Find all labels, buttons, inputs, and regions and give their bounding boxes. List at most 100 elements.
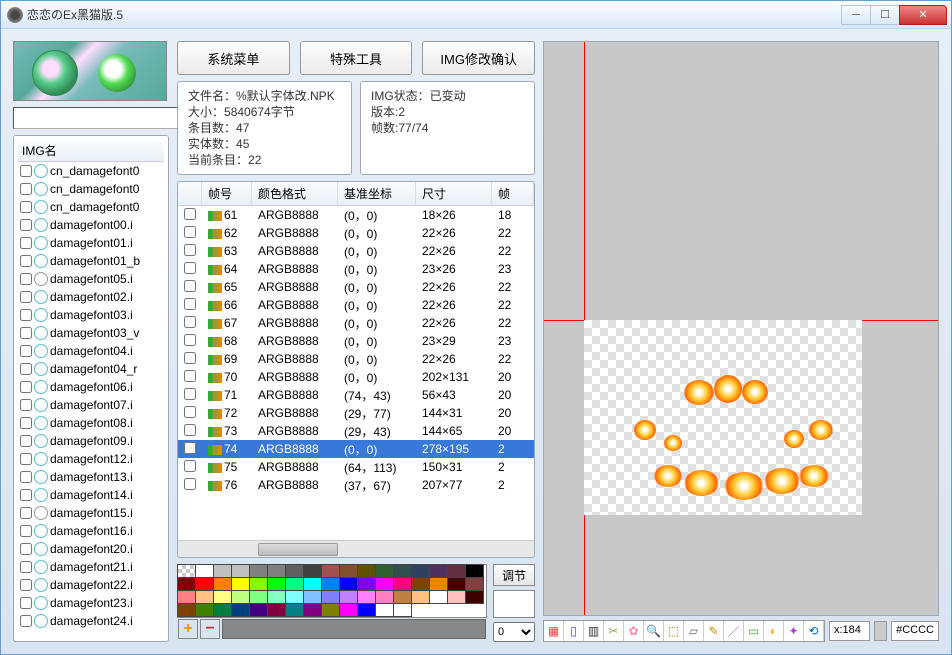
palette-color[interactable] <box>231 577 250 591</box>
palette-color[interactable] <box>231 590 250 604</box>
palette-add-button[interactable]: + <box>178 619 198 639</box>
palette-color[interactable] <box>177 577 196 591</box>
tool-button[interactable]: ▯ <box>564 621 584 641</box>
img-confirm-button[interactable]: IMG修改确认 <box>422 41 535 75</box>
list-item[interactable]: damagefont16.i <box>18 522 164 540</box>
tool-button[interactable]: 🔍 <box>644 621 664 641</box>
palette-color[interactable] <box>285 564 304 578</box>
item-checkbox[interactable] <box>20 201 32 213</box>
table-row[interactable]: 61ARGB8888(0，0)18×2618 <box>178 206 534 224</box>
item-checkbox[interactable] <box>20 561 32 573</box>
tool-button[interactable]: ▱ <box>684 621 704 641</box>
palette-color[interactable] <box>213 577 232 591</box>
palette-color[interactable] <box>339 564 358 578</box>
list-item[interactable]: damagefont02.i <box>18 288 164 306</box>
palette-color[interactable] <box>213 603 232 617</box>
palette-color[interactable] <box>195 603 214 617</box>
palette-color[interactable] <box>303 564 322 578</box>
list-item[interactable]: cn_damagefont0 <box>18 162 164 180</box>
palette-color[interactable] <box>321 603 340 617</box>
palette-color[interactable] <box>393 590 412 604</box>
img-list[interactable]: cn_damagefont0cn_damagefont0cn_damagefon… <box>18 162 164 637</box>
palette-color[interactable] <box>339 590 358 604</box>
row-checkbox[interactable] <box>184 406 196 418</box>
table-row[interactable]: 76ARGB8888(37，67)207×772 <box>178 476 534 494</box>
row-checkbox[interactable] <box>184 478 196 490</box>
table-row[interactable]: 62ARGB8888(0，0)22×2622 <box>178 224 534 242</box>
system-menu-button[interactable]: 系统菜单 <box>177 41 290 75</box>
palette-color[interactable] <box>375 590 394 604</box>
palette-color[interactable] <box>339 577 358 591</box>
frame-table-body[interactable]: 61ARGB8888(0，0)18×261862ARGB8888(0，0)22×… <box>178 206 534 540</box>
table-row[interactable]: 64ARGB8888(0，0)23×2623 <box>178 260 534 278</box>
item-checkbox[interactable] <box>20 399 32 411</box>
item-checkbox[interactable] <box>20 453 32 465</box>
row-checkbox[interactable] <box>184 442 196 454</box>
tool-button[interactable]: ✂ <box>604 621 624 641</box>
item-checkbox[interactable] <box>20 237 32 249</box>
list-item[interactable]: damagefont01_b <box>18 252 164 270</box>
list-item[interactable]: damagefont04.i <box>18 342 164 360</box>
tool-button[interactable]: ✎ <box>704 621 724 641</box>
item-checkbox[interactable] <box>20 291 32 303</box>
palette-color[interactable] <box>285 577 304 591</box>
item-checkbox[interactable] <box>20 417 32 429</box>
list-item[interactable]: damagefont24.i <box>18 612 164 630</box>
palette-color[interactable] <box>357 577 376 591</box>
table-row[interactable]: 67ARGB8888(0，0)22×2622 <box>178 314 534 332</box>
list-item[interactable]: damagefont04_r <box>18 360 164 378</box>
palette-color[interactable] <box>321 564 340 578</box>
list-item[interactable]: damagefont08.i <box>18 414 164 432</box>
row-checkbox[interactable] <box>184 298 196 310</box>
frame-hscroll[interactable] <box>178 540 534 557</box>
palette-color[interactable] <box>213 564 232 578</box>
row-checkbox[interactable] <box>184 460 196 472</box>
table-row[interactable]: 63ARGB8888(0，0)22×2622 <box>178 242 534 260</box>
list-item[interactable]: damagefont09.i <box>18 432 164 450</box>
palette-color[interactable] <box>447 590 466 604</box>
tool-button[interactable]: ▥ <box>584 621 604 641</box>
palette-color[interactable] <box>195 577 214 591</box>
palette-color[interactable] <box>249 590 268 604</box>
list-item[interactable]: damagefont03_v <box>18 324 164 342</box>
item-checkbox[interactable] <box>20 327 32 339</box>
palette-remove-button[interactable]: − <box>200 619 220 639</box>
palette-color[interactable] <box>321 590 340 604</box>
item-checkbox[interactable] <box>20 597 32 609</box>
list-item[interactable]: damagefont07.i <box>18 396 164 414</box>
table-row[interactable]: 74ARGB8888(0，0)278×1952 <box>178 440 534 458</box>
item-checkbox[interactable] <box>20 615 32 627</box>
row-checkbox[interactable] <box>184 280 196 292</box>
palette-color[interactable] <box>411 577 430 591</box>
list-item[interactable]: damagefont21.i <box>18 558 164 576</box>
palette-color[interactable] <box>339 603 358 617</box>
row-checkbox[interactable] <box>184 370 196 382</box>
item-checkbox[interactable] <box>20 435 32 447</box>
palette-color[interactable] <box>393 577 412 591</box>
list-item[interactable]: damagefont22.i <box>18 576 164 594</box>
palette-color[interactable] <box>393 603 412 617</box>
item-checkbox[interactable] <box>20 543 32 555</box>
list-item[interactable]: damagefont23.i <box>18 594 164 612</box>
list-item[interactable]: damagefont15.i <box>18 504 164 522</box>
frame-table-header[interactable]: 帧号 颜色格式 基准坐标 尺寸 帧 <box>178 182 534 206</box>
table-row[interactable]: 68ARGB8888(0，0)23×2923 <box>178 332 534 350</box>
row-checkbox[interactable] <box>184 424 196 436</box>
palette-color[interactable] <box>375 564 394 578</box>
palette-color[interactable] <box>447 577 466 591</box>
list-item[interactable]: damagefont14.i <box>18 486 164 504</box>
item-checkbox[interactable] <box>20 345 32 357</box>
tool-button[interactable]: ▦ <box>544 621 564 641</box>
item-checkbox[interactable] <box>20 183 32 195</box>
adjust-button[interactable]: 调节 <box>493 564 535 586</box>
item-checkbox[interactable] <box>20 165 32 177</box>
search-input[interactable] <box>13 107 178 129</box>
item-checkbox[interactable] <box>20 489 32 501</box>
palette-color[interactable] <box>195 590 214 604</box>
palette-color[interactable] <box>411 590 430 604</box>
palette-color[interactable] <box>267 564 286 578</box>
palette-color[interactable] <box>411 564 430 578</box>
list-item[interactable]: damagefont00.i <box>18 216 164 234</box>
list-item[interactable]: damagefont05.i <box>18 270 164 288</box>
palette-color[interactable] <box>447 564 466 578</box>
